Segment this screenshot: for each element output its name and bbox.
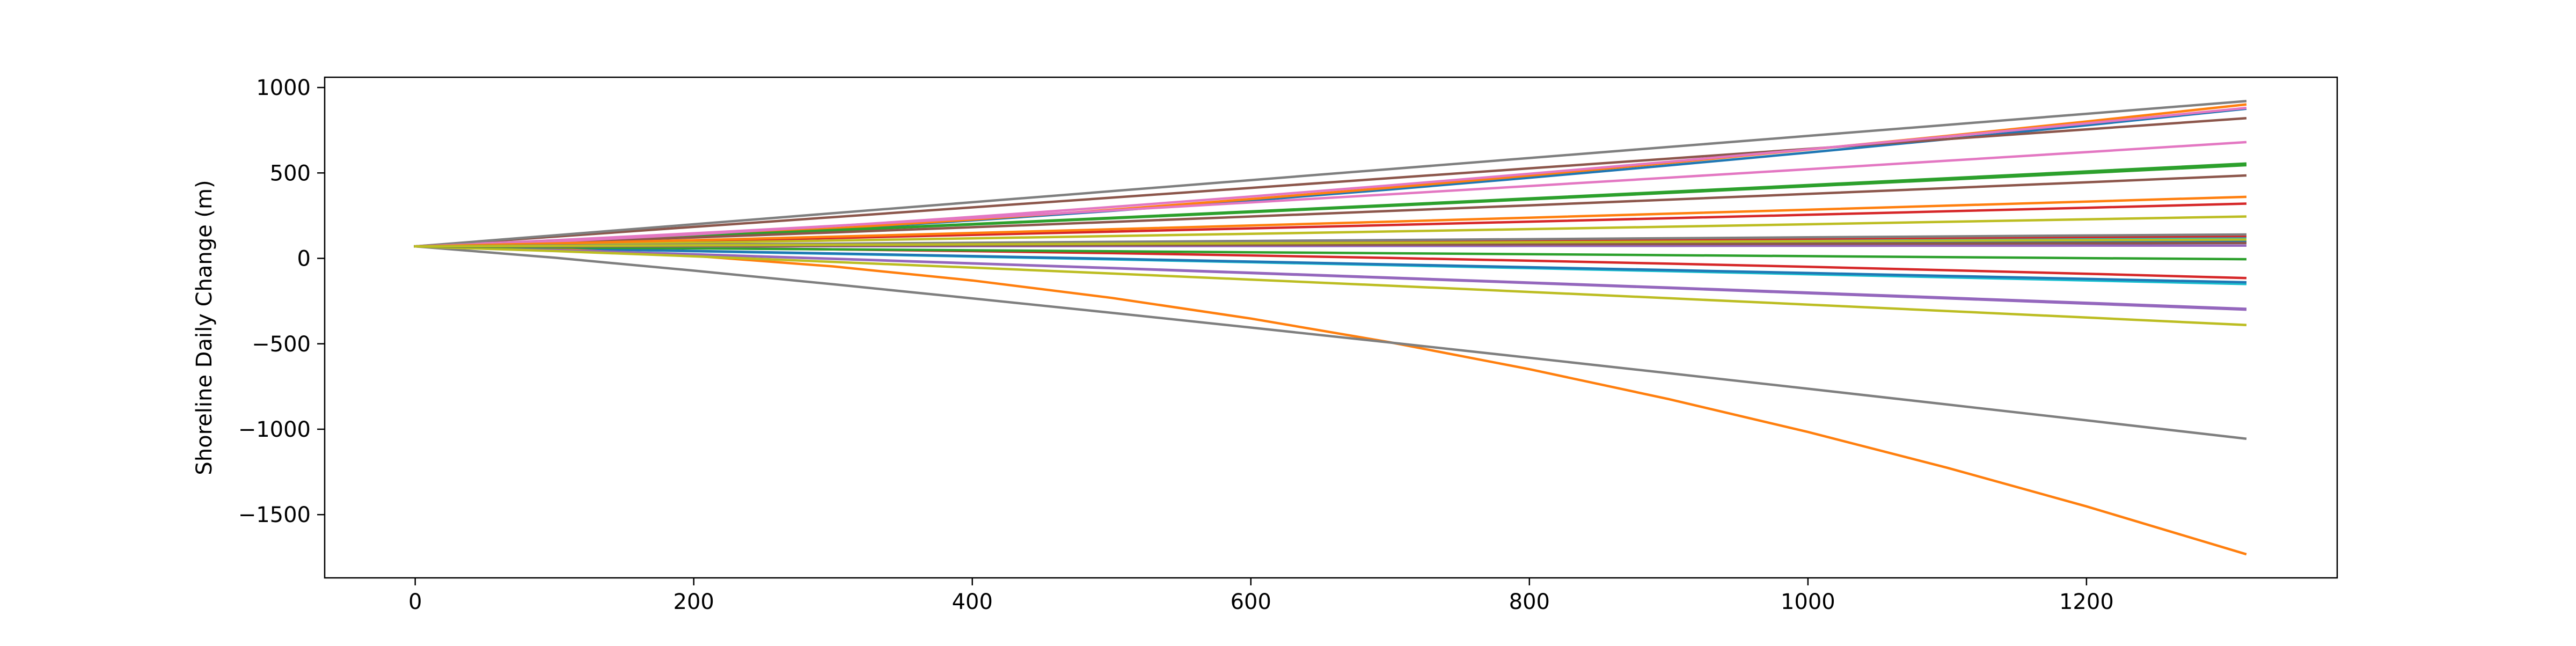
plot-frame bbox=[324, 76, 2338, 579]
x-tick-label: 1200 bbox=[2059, 590, 2114, 614]
x-tick-label: 400 bbox=[952, 590, 993, 614]
series-line-11 bbox=[414, 245, 2246, 284]
series-line-23 bbox=[414, 245, 2246, 261]
series-line-13 bbox=[414, 162, 2247, 248]
series-layer bbox=[414, 100, 2247, 556]
x-tick-label: 1000 bbox=[1781, 590, 1835, 614]
series-line-6 bbox=[414, 116, 2247, 248]
series-line-8 bbox=[414, 100, 2247, 248]
y-tick-label: 0 bbox=[297, 247, 311, 271]
x-tick-label: 0 bbox=[408, 590, 422, 614]
series-line-15 bbox=[414, 245, 2247, 310]
series-line-16 bbox=[414, 174, 2247, 248]
y-tick-label: −500 bbox=[252, 332, 311, 357]
series-line-22 bbox=[414, 195, 2247, 248]
series-line-19 bbox=[414, 245, 2247, 327]
y-tick-label: 1000 bbox=[256, 76, 311, 100]
series-line-28 bbox=[414, 238, 2246, 248]
x-tick-label: 200 bbox=[674, 590, 714, 614]
series-line-18 bbox=[414, 245, 2247, 440]
series-line-9 bbox=[414, 215, 2246, 248]
axes-layer: 0 200 400 600 800 1000 1200 1000 500 0 −500 −1000 −1… bbox=[238, 76, 2338, 614]
y-tick-label: 500 bbox=[270, 161, 311, 186]
x-tick-label: 800 bbox=[1509, 590, 1550, 614]
y-axis-label: Shoreline Daily Change (m) bbox=[192, 180, 217, 475]
x-tick-label: 600 bbox=[1231, 590, 1271, 614]
series-line-17 bbox=[414, 106, 2247, 248]
y-tick-label: −1500 bbox=[238, 503, 311, 527]
y-tick-label: −1000 bbox=[238, 417, 311, 442]
